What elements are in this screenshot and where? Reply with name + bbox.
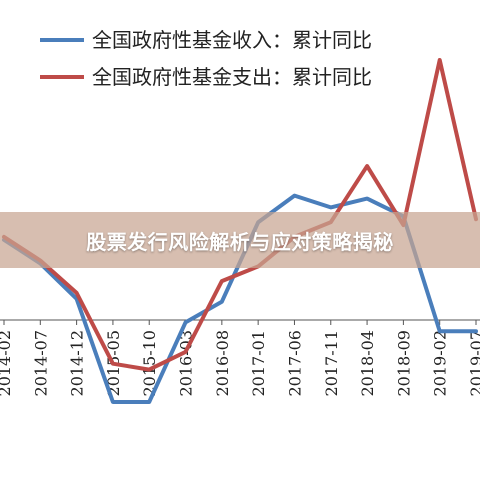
x-tick-label: 2016-08: [213, 330, 232, 396]
x-tick-label: 2019-02: [431, 330, 450, 396]
x-tick-label: 2014-02: [0, 330, 14, 396]
x-tick-label: 2014-07: [31, 330, 50, 396]
x-tick-label: 2019-07: [467, 330, 480, 396]
x-tick-label: 2018-04: [358, 330, 377, 396]
banner-title: 股票发行风险解析与应对策略揭秘: [86, 229, 394, 254]
x-tick-label: 2016-03: [177, 330, 196, 396]
legend-label-expenditure: 全国政府性基金支出：累计同比: [92, 65, 372, 89]
x-tick-label: 2015-10: [140, 330, 159, 396]
x-axis: 2014-02 2014-07 2014-12 2015-05 2015-10 2016-…: [0, 319, 480, 396]
legend-label-income: 全国政府性基金收入：累计同比: [92, 28, 372, 52]
x-tick-label: 2014-12: [68, 330, 87, 396]
x-tick-label: 2017-01: [249, 330, 268, 396]
x-tick-label: 2017-06: [285, 330, 304, 396]
x-tick-label: 2018-09: [394, 330, 413, 396]
title-banner: 股票发行风险解析与应对策略揭秘: [0, 212, 480, 268]
x-tick-label: 2017-11: [322, 330, 341, 396]
